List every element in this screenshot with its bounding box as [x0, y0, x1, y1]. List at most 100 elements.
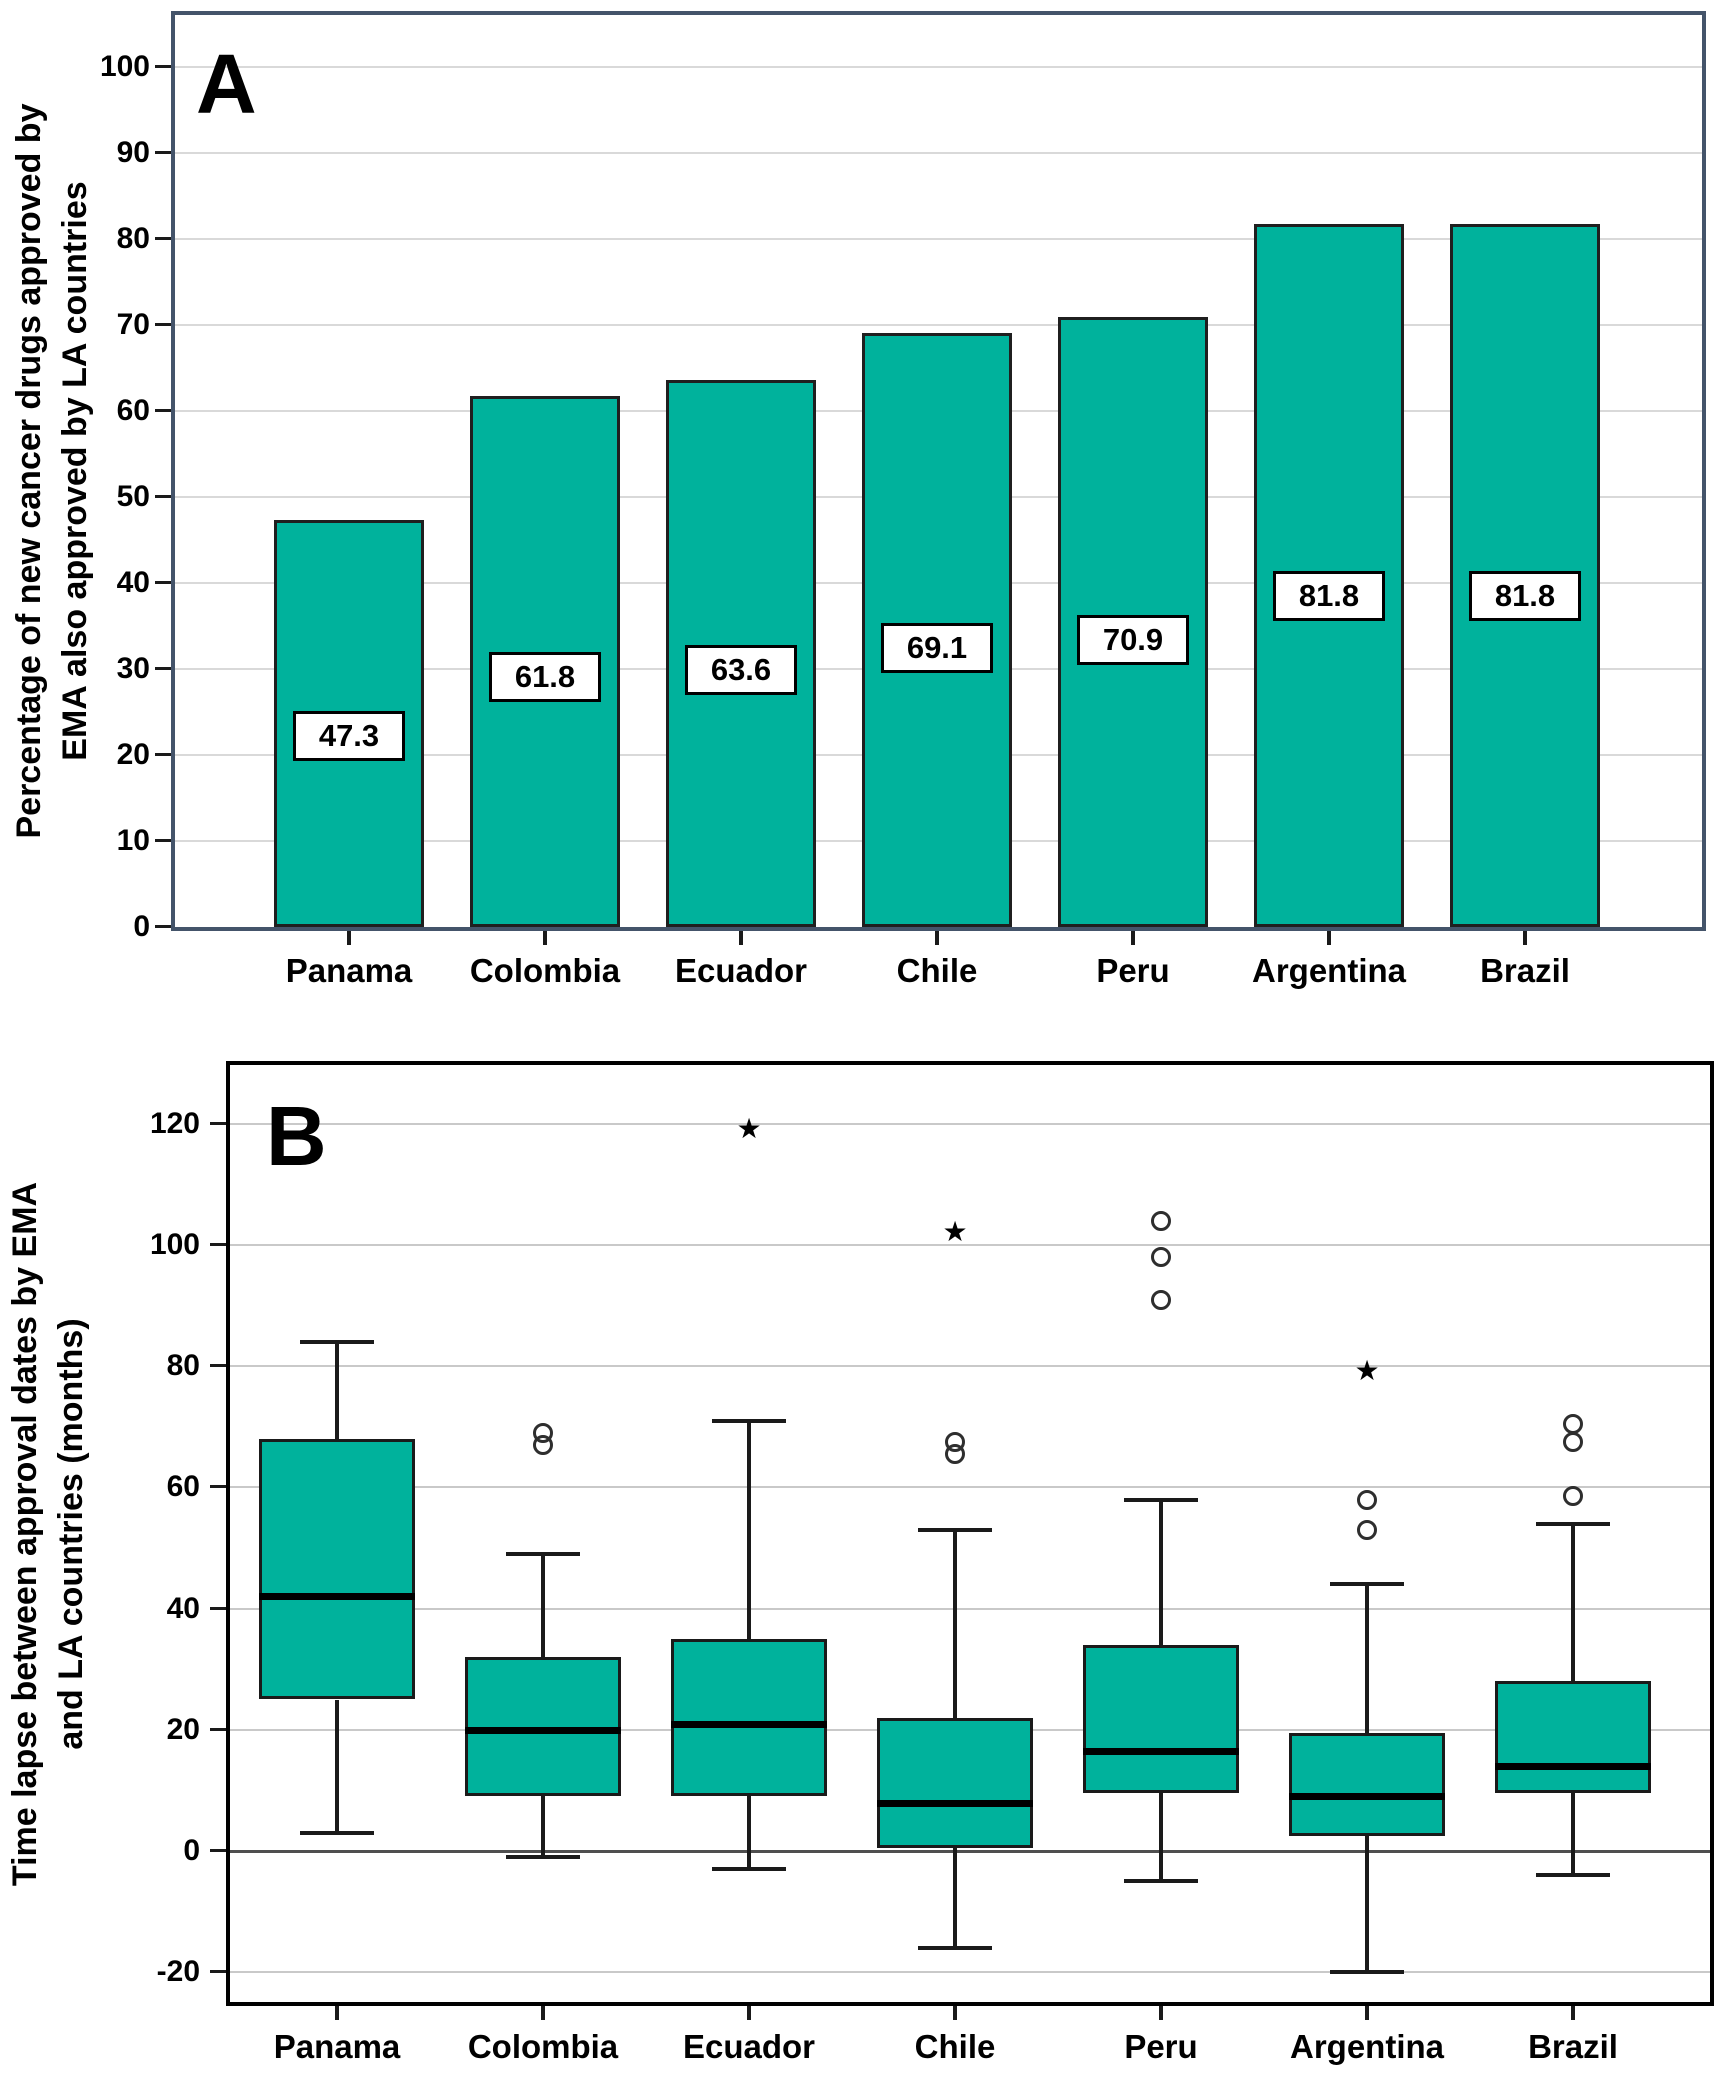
- box-colombia: [465, 1657, 621, 1797]
- box-ecuador: [671, 1638, 827, 1797]
- y-tick-label-b-20: 20: [166, 1712, 200, 1746]
- gridline-b-60: [230, 1486, 1710, 1489]
- box-chile: [877, 1717, 1033, 1848]
- bar-value-label-colombia: 61.8: [489, 652, 601, 703]
- y-tick-a-60: [155, 409, 171, 412]
- whisker-cap-upper-colombia: [506, 1552, 580, 1557]
- y-tick-b--20: [210, 1970, 226, 1974]
- x-label-a-argentina: Argentina: [1251, 952, 1406, 989]
- whisker-cap-upper-ecuador: [712, 1418, 786, 1423]
- y-tick-label-a-60: 60: [116, 394, 150, 427]
- y-tick-b-100: [210, 1243, 226, 1246]
- gridline-a-90: [175, 152, 1702, 154]
- box-peru: [1083, 1644, 1239, 1794]
- x-tick-a-argentina: [1327, 931, 1331, 945]
- whisker-upper-colombia: [541, 1554, 545, 1658]
- y-tick-label-b-120: 120: [149, 1106, 200, 1140]
- x-tick-b-brazil: [1571, 2006, 1575, 2020]
- x-label-b-argentina: Argentina: [1289, 2028, 1444, 2065]
- outlier-circle-brazil-1: [1563, 1486, 1583, 1507]
- outlier-star-ecuador-1: ★: [736, 1112, 762, 1144]
- x-label-a-ecuador: Ecuador: [674, 952, 808, 989]
- y-tick-label-b-80: 80: [166, 1349, 200, 1383]
- plot-frame-panel-b: [226, 1061, 1714, 2006]
- y-tick-a-80: [155, 237, 171, 240]
- y-tick-label-a-50: 50: [116, 480, 150, 513]
- y-tick-label-a-90: 90: [116, 136, 150, 169]
- y-tick-label-a-80: 80: [116, 222, 150, 255]
- gridline-a-80: [175, 238, 1702, 240]
- y-tick-b-40: [210, 1606, 226, 1610]
- x-label-a-peru: Peru: [1096, 952, 1170, 989]
- bar-value-label-brazil: 81.8: [1469, 571, 1581, 622]
- y-tick-label-b-60: 60: [166, 1470, 200, 1504]
- y-tick-a-50: [155, 495, 171, 498]
- whisker-lower-argentina: [1365, 1835, 1369, 1973]
- whisker-lower-peru: [1159, 1793, 1163, 1882]
- box-brazil: [1495, 1681, 1651, 1794]
- outlier-circle-chile-2: [945, 1431, 965, 1452]
- x-tick-a-peru: [1131, 931, 1135, 945]
- bar-value-label-argentina: 81.8: [1273, 571, 1385, 622]
- median-peru: [1083, 1748, 1239, 1755]
- whisker-cap-upper-brazil: [1536, 1521, 1610, 1526]
- median-brazil: [1495, 1763, 1651, 1771]
- x-label-a-brazil: Brazil: [1480, 952, 1570, 989]
- box-panama: [259, 1438, 415, 1700]
- whisker-lower-colombia: [541, 1796, 545, 1858]
- y-tick-label-a-70: 70: [116, 308, 150, 341]
- y-tick-label-b-0: 0: [183, 1834, 200, 1867]
- x-label-b-ecuador: Ecuador: [682, 2028, 816, 2065]
- whisker-cap-lower-brazil: [1536, 1873, 1610, 1878]
- x-label-b-chile: Chile: [914, 2028, 996, 2065]
- y-tick-label-a-30: 30: [116, 652, 150, 685]
- whisker-cap-upper-panama: [300, 1339, 374, 1344]
- outlier-circle-peru-1: [1151, 1289, 1171, 1310]
- panel-letter-b: B: [266, 1089, 327, 1183]
- median-colombia: [465, 1726, 621, 1734]
- box-argentina: [1289, 1732, 1445, 1836]
- y-tick-b-120: [210, 1121, 226, 1125]
- x-label-a-colombia: Colombia: [469, 952, 621, 989]
- whisker-lower-ecuador: [747, 1796, 751, 1870]
- y-tick-label-b-40: 40: [166, 1591, 200, 1625]
- outlier-circle-colombia-2: [533, 1422, 553, 1443]
- whisker-cap-lower-colombia: [506, 1855, 580, 1860]
- zero-line-b: [230, 1850, 1710, 1853]
- x-tick-a-colombia: [543, 931, 547, 945]
- x-tick-a-brazil: [1523, 931, 1527, 945]
- y-tick-a-100: [155, 65, 171, 68]
- x-label-a-panama: Panama: [285, 952, 413, 989]
- x-tick-b-ecuador: [747, 2006, 751, 2020]
- bar-value-label-panama: 47.3: [293, 710, 405, 761]
- median-argentina: [1289, 1793, 1445, 1801]
- whisker-lower-chile: [953, 1847, 957, 1948]
- whisker-upper-panama: [335, 1341, 339, 1439]
- x-tick-a-ecuador: [739, 931, 743, 945]
- x-tick-b-peru: [1159, 2006, 1163, 2020]
- x-tick-b-colombia: [541, 2006, 545, 2020]
- whisker-cap-upper-argentina: [1330, 1582, 1404, 1587]
- y-tick-a-20: [155, 753, 171, 756]
- y-tick-a-10: [155, 839, 171, 842]
- whisker-cap-lower-panama: [300, 1830, 374, 1835]
- x-tick-a-panama: [347, 931, 351, 945]
- outlier-circle-brazil-3: [1563, 1413, 1583, 1434]
- y-tick-a-0: [155, 925, 171, 928]
- gridline-a-100: [175, 66, 1702, 68]
- y-tick-label-a-100: 100: [99, 50, 150, 83]
- whisker-upper-brazil: [1571, 1523, 1575, 1682]
- y-tick-a-70: [155, 323, 171, 326]
- y-tick-b-80: [210, 1364, 226, 1368]
- median-ecuador: [671, 1720, 827, 1728]
- whisker-cap-upper-chile: [918, 1527, 992, 1532]
- y-tick-b-0: [210, 1849, 226, 1852]
- y-tick-label-b-100: 100: [149, 1228, 200, 1261]
- outlier-circle-peru-3: [1151, 1210, 1171, 1231]
- x-label-b-colombia: Colombia: [467, 2028, 619, 2065]
- outlier-star-argentina-1: ★: [1354, 1355, 1380, 1387]
- bar-value-label-chile: 69.1: [881, 622, 993, 673]
- whisker-upper-chile: [953, 1529, 957, 1718]
- x-label-b-brazil: Brazil: [1528, 2028, 1618, 2065]
